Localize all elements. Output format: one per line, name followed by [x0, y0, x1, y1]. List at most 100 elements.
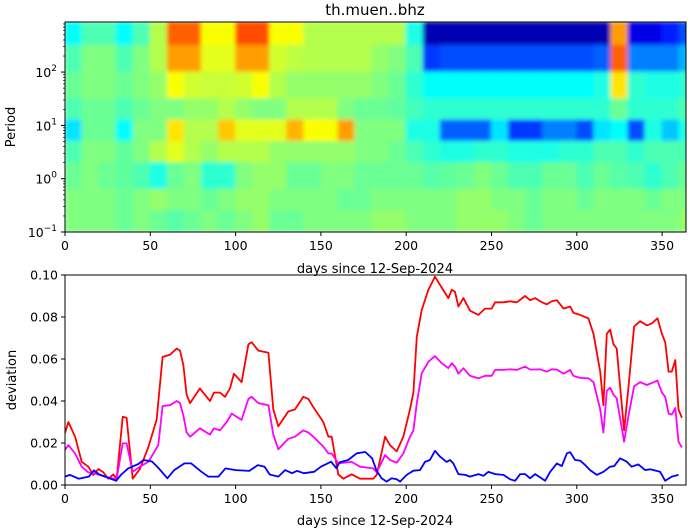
heatmap-cell — [576, 162, 595, 190]
x-tick-label: 250 — [480, 491, 504, 506]
heatmap-cell — [610, 71, 629, 100]
heatmap-cell — [320, 188, 339, 212]
heatmap-cell — [576, 140, 595, 164]
heatmap-cell — [303, 44, 322, 73]
heatmap-cell — [593, 140, 612, 164]
heatmap-cell — [456, 98, 475, 121]
heatmap-cell — [81, 119, 100, 142]
heatmap-cell — [678, 44, 686, 73]
heatmap-cell — [337, 98, 356, 121]
heatmap-cell — [303, 98, 322, 121]
heatmap-cell — [98, 98, 117, 121]
series-line-2 — [65, 355, 683, 480]
heatmap-cell — [491, 22, 510, 46]
y-tick-label: 0.00 — [30, 478, 58, 493]
heatmap-cell — [405, 22, 424, 46]
heatmap-cell — [678, 98, 686, 121]
heatmap-cell — [456, 210, 475, 232]
heatmap-cell — [269, 98, 288, 121]
heatmap-cell — [661, 98, 680, 121]
heatmap-cell — [269, 22, 288, 46]
heatmap-cell — [252, 119, 271, 142]
heatmap-cell — [183, 44, 202, 73]
heatmap-cell — [183, 162, 202, 190]
heatmap-cell — [98, 44, 117, 73]
heatmap-cell — [115, 98, 134, 121]
heatmap-cell — [303, 71, 322, 100]
y-tick-label: 102 — [35, 64, 57, 80]
heatmap-cell — [610, 188, 629, 212]
heatmap-cell — [218, 188, 237, 212]
heatmap-cell — [166, 162, 185, 190]
heatmap-cell — [132, 22, 151, 46]
heatmap-cell — [200, 210, 220, 232]
heatmap-cell — [320, 210, 339, 232]
heatmap-cell — [149, 22, 168, 46]
x-tick-label: 150 — [309, 238, 333, 253]
heatmap-cell — [627, 210, 646, 232]
heatmap-cell — [235, 210, 254, 232]
heatmap-cell — [337, 119, 356, 142]
heatmap-cell — [439, 140, 458, 164]
heatmap-cell — [593, 71, 612, 100]
heatmap-cell — [354, 71, 373, 100]
heatmap-cell — [166, 71, 185, 100]
heatmap-cell — [593, 210, 612, 232]
heatmap-cell — [98, 210, 117, 232]
heatmap-cell — [81, 44, 100, 73]
heatmap-cell — [576, 98, 595, 121]
heatmap-cell — [661, 210, 680, 232]
heatmap-cell — [235, 98, 254, 121]
heatmap-cell — [337, 210, 356, 232]
heatmap-cell — [132, 44, 151, 73]
heatmap-cell — [456, 44, 475, 73]
heatmap-cell — [644, 44, 663, 73]
x-tick-label: 100 — [224, 491, 248, 506]
heatmap-cell — [252, 162, 271, 190]
heatmap-cell — [576, 119, 595, 142]
heatmap-cell — [65, 210, 83, 232]
heatmap-cell — [593, 98, 612, 121]
heatmap-cell — [252, 22, 271, 46]
heatmap-cell — [559, 162, 578, 190]
heatmap-cell — [525, 44, 544, 73]
heatmap-cell — [473, 98, 493, 121]
heatmap-cell — [337, 71, 356, 100]
heatmap-cell — [661, 140, 680, 164]
heatmap-cell — [388, 71, 407, 100]
heatmap-cell — [559, 119, 578, 142]
heatmap-cell — [354, 22, 373, 46]
heatmap-cell — [525, 98, 544, 121]
heatmap-cell — [337, 44, 356, 73]
heatmap-cell — [320, 71, 339, 100]
heatmap-cell — [132, 140, 151, 164]
heatmap-cell — [678, 162, 686, 190]
heatmap-cell — [81, 98, 100, 121]
heatmap-cell — [166, 22, 185, 46]
heatmap-cell — [252, 98, 271, 121]
x-tick-label: 350 — [650, 238, 674, 253]
heatmap-cell — [610, 162, 629, 190]
heatmap-cell — [388, 22, 407, 46]
heatmap-cell — [542, 22, 561, 46]
heatmap-cell — [200, 22, 220, 46]
heatmap-cell — [439, 98, 458, 121]
heatmap-cell — [235, 71, 254, 100]
heatmap-cell — [81, 22, 100, 46]
heatmap-cell — [542, 140, 561, 164]
heatmap-cell — [593, 22, 612, 46]
x-tick-label: 250 — [480, 238, 504, 253]
heatmap-cell — [354, 188, 373, 212]
heatmap-cell — [491, 44, 510, 73]
heatmap-cell — [525, 71, 544, 100]
heatmap-cell — [439, 71, 458, 100]
heatmap-cell — [542, 188, 561, 212]
heatmap-cell — [200, 188, 220, 212]
heatmap-cell — [644, 119, 663, 142]
x-tick-label: 350 — [650, 491, 674, 506]
heatmap-cell — [166, 140, 185, 164]
series-line-3 — [65, 449, 679, 483]
heatmap-cell — [218, 22, 237, 46]
heatmap-cell — [149, 119, 168, 142]
heatmap-cell — [542, 98, 561, 121]
